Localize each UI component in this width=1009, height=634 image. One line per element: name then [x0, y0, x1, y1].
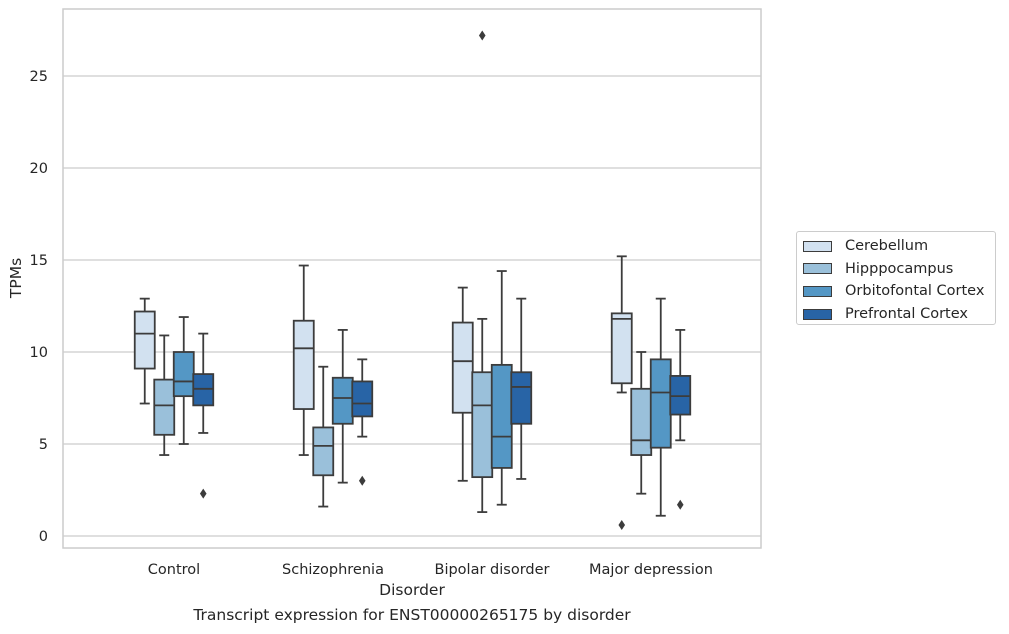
outlier-point	[199, 488, 207, 499]
box-hipppocampus	[153, 334, 176, 456]
box-prefrontal-cortex	[510, 297, 533, 480]
legend-swatch	[803, 285, 832, 297]
legend: Cerebellum Hipppocampus Orbitofontal Corte…	[796, 231, 996, 325]
legend-item: Cerebellum	[803, 235, 995, 258]
y-tick-label: 10	[30, 345, 48, 361]
legend-swatch	[803, 308, 832, 320]
legend-label: Orbitofontal Cortex	[845, 283, 985, 300]
legend-swatch	[803, 263, 832, 275]
box-iqr	[649, 358, 672, 449]
y-tick-label: 15	[30, 253, 48, 269]
outlier-point	[676, 499, 684, 510]
box-cerebellum	[133, 297, 156, 405]
box-cerebellum	[610, 255, 633, 530]
box-iqr	[192, 373, 215, 407]
box-plots	[133, 30, 692, 530]
box-cerebellum	[292, 264, 315, 456]
y-axis-label: TPMs	[7, 258, 25, 299]
legend-item: Orbitofontal Cortex	[803, 280, 995, 303]
y-tick-label: 25	[30, 69, 48, 85]
box-orbitofontal-cortex	[172, 316, 195, 445]
box-iqr	[331, 376, 354, 425]
box-iqr	[133, 310, 156, 370]
gridlines	[63, 75, 761, 537]
legend-label: Prefrontal Cortex	[845, 306, 968, 323]
box-iqr	[490, 363, 513, 469]
y-tick-label: 5	[39, 437, 48, 453]
chart-caption: Transcript expression for ENST0000026517…	[193, 606, 631, 624]
box-prefrontal-cortex	[669, 329, 692, 510]
box-orbitofontal-cortex	[490, 270, 513, 506]
box-iqr	[471, 371, 494, 479]
box-orbitofontal-cortex	[331, 329, 354, 484]
x-tick-label: Control	[148, 562, 200, 578]
box-hipppocampus	[471, 30, 494, 513]
x-tick-label: Bipolar disorder	[435, 562, 550, 578]
x-axis-ticks: Control Schizophrenia Bipolar disorder Majo…	[148, 562, 713, 578]
box-prefrontal-cortex	[351, 358, 374, 486]
y-tick-label: 0	[39, 529, 48, 545]
legend-label: Cerebellum	[845, 238, 929, 255]
outlier-point	[618, 519, 626, 530]
outlier-point	[358, 475, 366, 486]
legend-label: Hipppocampus	[845, 260, 954, 277]
box-iqr	[153, 378, 176, 436]
box-iqr	[630, 387, 653, 456]
y-axis-ticks: 0 5 10 15 20 25	[30, 69, 48, 545]
plot-frame	[62, 8, 762, 549]
box-hipppocampus	[312, 365, 335, 508]
x-tick-label: Major depression	[589, 562, 713, 578]
box-iqr	[451, 321, 474, 414]
box-iqr	[172, 351, 195, 398]
legend-item: Hipppocampus	[803, 258, 995, 281]
box-iqr	[351, 380, 374, 418]
outlier-point	[478, 30, 486, 41]
x-axis-label: Disorder	[379, 581, 445, 599]
box-iqr	[610, 312, 633, 385]
box-iqr	[292, 319, 315, 410]
box-iqr	[510, 371, 533, 425]
box-orbitofontal-cortex	[649, 297, 672, 517]
box-hipppocampus	[630, 351, 653, 495]
box-iqr	[312, 426, 335, 477]
box-cerebellum	[451, 286, 474, 482]
y-tick-label: 20	[30, 161, 48, 177]
x-tick-label: Schizophrenia	[282, 562, 384, 578]
box-prefrontal-cortex	[192, 332, 215, 499]
legend-item: Prefrontal Cortex	[803, 303, 995, 326]
box-iqr	[669, 375, 692, 416]
legend-swatch	[803, 240, 832, 252]
